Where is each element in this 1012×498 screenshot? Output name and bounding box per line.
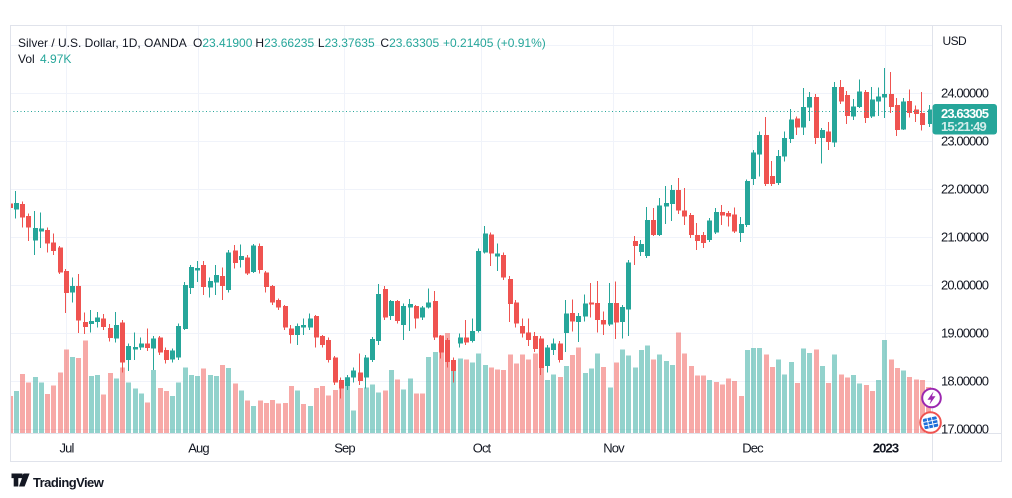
svg-text:Silver / U.S. Dollar, 1D, OAND: Silver / U.S. Dollar, 1D, OANDA [18, 36, 187, 50]
svg-text:Aug: Aug [188, 441, 209, 456]
svg-text:20.00000: 20.00000 [941, 278, 989, 293]
svg-text:C23.63305: C23.63305 [380, 36, 439, 50]
svg-text:17.00000: 17.00000 [941, 422, 989, 437]
svg-text:Sep: Sep [334, 441, 355, 456]
svg-text:USD: USD [943, 34, 967, 48]
svg-text:23.63305: 23.63305 [941, 106, 989, 121]
svg-text:22.00000: 22.00000 [941, 182, 989, 197]
svg-text:L23.37635: L23.37635 [318, 36, 375, 50]
svg-text:2023: 2023 [873, 441, 899, 456]
svg-text:TradingView: TradingView [33, 475, 105, 490]
svg-text:Dec: Dec [742, 441, 764, 456]
svg-text:19.00000: 19.00000 [941, 326, 989, 341]
svg-text:Nov: Nov [603, 441, 625, 456]
svg-text:18.00000: 18.00000 [941, 374, 989, 389]
svg-text:+0.21405 (+0.91%): +0.21405 (+0.91%) [443, 36, 546, 50]
svg-text:21.00000: 21.00000 [941, 230, 989, 245]
svg-text:O23.41900: O23.41900 [193, 36, 253, 50]
svg-text:Jul: Jul [60, 441, 75, 456]
svg-text:H23.66235: H23.66235 [255, 36, 314, 50]
svg-text:Vol 4.97K: Vol 4.97K [18, 52, 71, 66]
svg-text:Oct: Oct [473, 441, 492, 456]
svg-text:24.00000: 24.00000 [941, 86, 989, 101]
svg-text:23.00000: 23.00000 [941, 134, 989, 149]
svg-text:15:21:49: 15:21:49 [941, 119, 987, 134]
